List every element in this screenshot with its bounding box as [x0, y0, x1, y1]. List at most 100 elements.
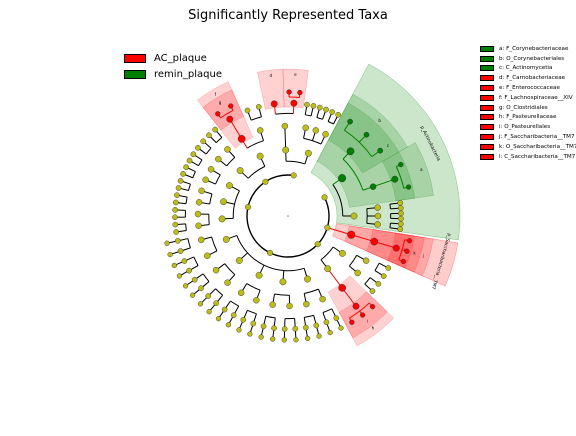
clade-shading-layer: [197, 64, 460, 346]
key-swatch-g: [480, 105, 494, 111]
key-label-g: g: O_Clostridiales: [499, 105, 548, 111]
tree-node: [173, 207, 178, 212]
tree-arc: [247, 284, 260, 291]
key-entry-i: i: O_Pasteurellales: [480, 122, 576, 132]
key-swatch-e: [480, 85, 494, 91]
tree-node: [323, 107, 328, 112]
tree-node: [213, 267, 219, 273]
tree-node: [256, 104, 261, 109]
clade-letter-j: j: [422, 253, 424, 258]
tree-node: [224, 146, 230, 152]
tree-node: [336, 112, 341, 117]
tree-arc: [349, 255, 356, 266]
tree-node: [192, 277, 197, 282]
tree-node: [191, 152, 196, 157]
tree-node: [183, 283, 188, 288]
tree-node: [282, 338, 287, 343]
tree-node: [208, 166, 214, 172]
tree-node: [177, 274, 182, 279]
tree-node: [190, 293, 195, 298]
tree-node: [398, 211, 403, 216]
tree-node: [226, 182, 232, 188]
key-label-a: a: F_Corynebacteriaceae: [499, 46, 568, 52]
tree-node: [206, 133, 211, 138]
tree-node: [393, 245, 399, 251]
tree-node: [270, 337, 275, 342]
tree-node: [271, 101, 277, 107]
tree-node: [251, 321, 256, 326]
tree-node: [215, 156, 221, 162]
tree-node: [168, 252, 173, 257]
tree-node: [237, 327, 242, 332]
tree-node: [287, 303, 293, 309]
key-swatch-h: [480, 114, 494, 120]
tree-node: [338, 174, 346, 182]
key-entry-f: f: F_Lachnospiraceae__XIV: [480, 93, 576, 103]
key-swatch-c: [480, 65, 494, 71]
tree-node: [325, 225, 331, 231]
clade-letter-i: i: [367, 318, 368, 323]
key-label-e: e: F_Enterococcaceae: [499, 85, 560, 91]
key-swatch-f: [480, 95, 494, 101]
key-label-h: h: F_Pasteurellaceae: [499, 114, 556, 120]
key-swatch-k: [480, 144, 494, 150]
tree-node: [386, 265, 391, 270]
tree-node: [313, 127, 319, 133]
tree-node: [291, 100, 297, 106]
tree-node: [241, 317, 246, 322]
tree-node: [406, 185, 411, 190]
tree-node: [334, 316, 339, 321]
tree-arc: [323, 309, 332, 313]
key-entry-k: k: O_Saccharibacteria__TM7: [480, 142, 576, 152]
tree-arc: [328, 122, 333, 124]
tree-arc: [210, 194, 212, 204]
tree-node: [398, 221, 403, 226]
tree-arc: [305, 115, 311, 116]
tree-node: [195, 145, 200, 150]
tree-node: [231, 313, 236, 318]
tree-arc: [216, 175, 221, 184]
legend-label-remin-plaque: remin_plaque: [154, 69, 222, 80]
tree-node: [351, 213, 357, 219]
tree-node: [206, 293, 211, 298]
tree-node: [398, 200, 403, 205]
tree-node: [303, 325, 308, 330]
tree-node: [256, 272, 262, 278]
tree-arc: [275, 294, 290, 295]
clade-letter-c: c: [387, 143, 389, 148]
tree-node: [378, 148, 383, 153]
tree-arc: [289, 97, 299, 98]
tree-arc: [203, 274, 209, 282]
clade-letter-l: l: [404, 248, 405, 253]
tree-node: [347, 148, 354, 155]
tree-arc: [212, 237, 217, 251]
tree-node: [305, 336, 310, 341]
group-legend: AC_plaque remin_plaque: [124, 50, 222, 82]
tree-node: [226, 322, 231, 327]
tree-arc: [251, 117, 261, 120]
tree-node: [172, 263, 177, 268]
tree-node: [323, 131, 329, 137]
tree-node: [198, 237, 204, 243]
tree-node: [311, 103, 316, 108]
tree-arc: [286, 161, 305, 164]
tree-node: [305, 150, 311, 156]
tree-node: [176, 185, 181, 190]
key-label-i: i: O_Pasteurellales: [499, 124, 550, 130]
tree-node: [204, 253, 210, 259]
tree-arc: [189, 184, 191, 190]
tree-node: [223, 236, 229, 242]
tree-node: [375, 213, 381, 219]
tree-arc: [230, 301, 238, 306]
tree-arc: [304, 289, 318, 293]
tree-node: [297, 90, 302, 95]
key-label-j: j: F_Saccharibacteria__TM7: [499, 134, 575, 140]
tree-node: [270, 302, 276, 308]
tree-arc: [248, 166, 265, 178]
tree-node: [294, 337, 299, 342]
tree-node: [257, 127, 263, 133]
key-swatch-a: [480, 46, 494, 52]
tree-node: [303, 301, 309, 307]
tree-node: [407, 238, 412, 243]
